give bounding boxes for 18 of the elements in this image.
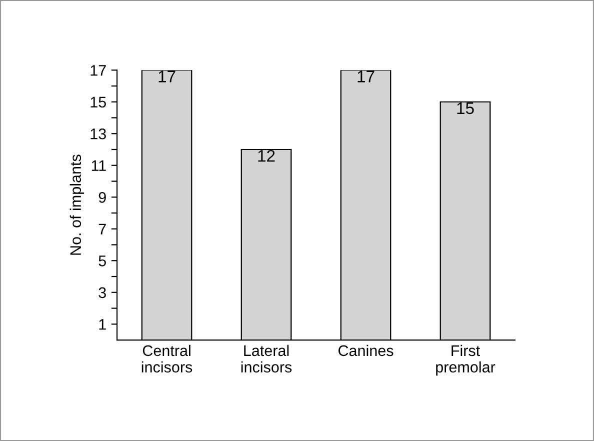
data-label: 15 — [457, 102, 474, 114]
y-tick-label: 13 — [90, 128, 106, 140]
y-tick-label: 15 — [90, 96, 106, 108]
x-tick-label: First premolar — [436, 344, 496, 376]
y-tick-label: 9 — [98, 192, 106, 203]
y-axis-title: No. of implants — [70, 154, 84, 255]
data-label: 17 — [358, 70, 374, 82]
y-tick-label: 7 — [98, 224, 106, 234]
y-tick-label: 17 — [90, 65, 106, 76]
y-tick-label: 5 — [98, 256, 106, 266]
x-tick-label: Canines — [338, 344, 394, 356]
data-label: 12 — [258, 150, 275, 162]
y-tick-label: 3 — [98, 287, 106, 298]
x-tick-label: Central incisors — [142, 344, 192, 373]
y-tick-label: 1 — [99, 319, 106, 330]
data-label: 17 — [158, 70, 176, 82]
y-tick-label: 11 — [92, 160, 106, 171]
x-tick-label: Lateral incisors — [241, 344, 292, 373]
